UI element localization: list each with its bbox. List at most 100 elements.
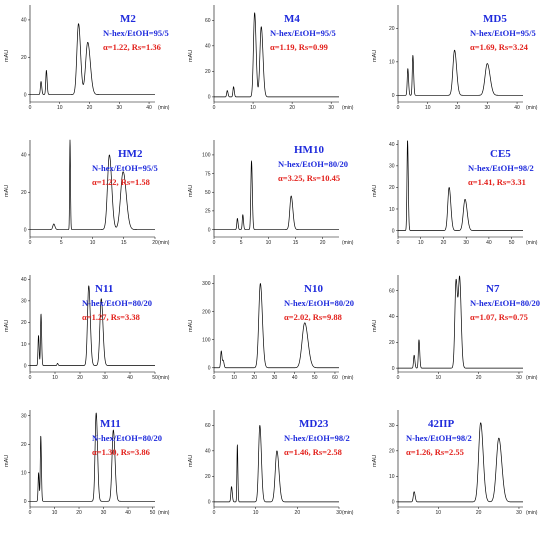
x-tick-label: 40 — [127, 375, 133, 381]
y-tick-label: 0 — [208, 95, 211, 101]
x-tick-label: 30 — [516, 375, 522, 381]
chart-title: N7 — [486, 283, 500, 295]
y-tick-label: 0 — [24, 92, 27, 98]
resolution-label: α=1.69, Rs=3.24 — [470, 42, 528, 52]
y-tick-label: 20 — [21, 320, 27, 326]
x-tick-label: 0 — [213, 375, 216, 381]
chromatogram-trace — [29, 285, 156, 366]
x-tick-label: 20 — [320, 240, 326, 246]
chromatogram-panel-1: 0 10 20 30 40 0 20 40 M2 N-hex/EtOH=95/5 α=1.22, R… — [0, 0, 180, 132]
chromatogram-panel-11: 0 10 20 30 0 20 40 60 MD23 N-hex/EtOH=98/2 α=1.46,… — [184, 405, 364, 537]
y-tick-label: 100 — [202, 153, 211, 159]
y-tick-label: 300 — [202, 281, 211, 287]
y-tick-label: 0 — [392, 228, 395, 234]
chromatogram-svg: 0 10 20 30 40 50 0 10 20 30 40 — [389, 140, 524, 246]
y-tick-label: 30 — [389, 423, 395, 429]
x-tick-label: 50 — [509, 240, 515, 246]
resolution-label: α=1.07, Rs=0.75 — [470, 312, 528, 322]
resolution-label: α=1.46, Rs=2.58 — [284, 447, 342, 457]
x-tick-label: 30 — [102, 375, 108, 381]
x-tick-label: 0 — [213, 105, 216, 111]
resolution-label: α=1.26, Rs=2.55 — [406, 447, 464, 457]
x-tick-label: 30 — [101, 510, 107, 516]
y-tick-label: 40 — [21, 18, 27, 24]
y-axis-label: mAU — [4, 454, 10, 467]
chromatogram-trace — [29, 23, 156, 95]
x-tick-label: 40 — [146, 105, 152, 111]
y-tick-label: 0 — [392, 500, 395, 506]
y-tick-label: 30 — [21, 414, 27, 420]
y-tick-label: 10 — [389, 60, 395, 66]
y-tick-label: 20 — [21, 442, 27, 448]
y-tick-label: 40 — [205, 44, 211, 50]
axes: 0 10 20 30 40 50 0 10 20 30 40 — [21, 275, 158, 381]
x-tick-label: 40 — [125, 510, 131, 516]
y-axis-label: mAU — [372, 184, 378, 197]
y-tick-label: 60 — [205, 18, 211, 24]
x-tick-label: 20 — [87, 105, 93, 111]
chromatogram-svg: 0 10 20 30 40 0 10 20 — [389, 5, 524, 111]
x-axis-unit: (min) — [526, 375, 538, 381]
x-tick-label: 10 — [52, 375, 58, 381]
axes: 0 10 20 30 40 0 20 40 — [21, 5, 155, 111]
chart-title: HM10 — [294, 144, 324, 156]
mobile-phase-label: N-hex/EtOH=95/5 — [92, 163, 158, 173]
x-axis-unit: (min) — [526, 105, 538, 111]
x-axis-unit: (min) — [526, 240, 538, 246]
y-tick-label: 20 — [389, 185, 395, 191]
x-tick-label: 40 — [514, 105, 520, 111]
y-axis-label: mAU — [372, 319, 378, 332]
y-tick-label: 60 — [205, 423, 211, 429]
mobile-phase-label: N-hex/EtOH=95/5 — [270, 28, 336, 38]
x-tick-label: 0 — [29, 510, 32, 516]
axes: 0 10 20 30 0 20 40 60 — [389, 275, 523, 381]
chromatogram-panel-5: 0 5 10 15 20 0 25 50 75 100 HM10 N-hex/EtOH=80/20 α=… — [184, 135, 364, 267]
y-tick-label: 30 — [21, 299, 27, 305]
x-tick-label: 10 — [418, 240, 424, 246]
chromatogram-panel-10: 0 10 20 30 40 50 0 10 20 30 M11 N-hex/EtOH=80/20 α=1… — [0, 405, 180, 537]
y-tick-label: 20 — [21, 190, 27, 196]
x-tick-label: 30 — [336, 510, 342, 516]
mobile-phase-label: N-hex/EtOH=80/20 — [284, 298, 355, 308]
x-tick-label: 20 — [295, 510, 301, 516]
x-tick-label: 0 — [397, 105, 400, 111]
chromatogram-panel-6: 0 10 20 30 40 50 0 10 20 30 40 CE5 N-hex/EtOH=98/2 α=… — [368, 135, 548, 267]
x-tick-label: 10 — [436, 510, 442, 516]
y-axis-label: mAU — [372, 49, 378, 62]
chromatogram-panel-12: 0 10 20 30 0 10 20 30 42IIP N-hex/EtOH=98/2 α=1.26… — [368, 405, 548, 537]
y-tick-label: 10 — [389, 474, 395, 480]
chart-title: N11 — [95, 283, 114, 295]
axes: 0 10 20 30 40 50 60 0 100 200 300 — [202, 275, 339, 381]
resolution-label: α=1.30, Rs=3.86 — [92, 447, 150, 457]
y-tick-label: 40 — [21, 153, 27, 159]
chromatogram-svg: 0 10 20 30 0 20 40 60 — [205, 410, 342, 516]
x-axis-unit: (min) — [158, 375, 170, 381]
x-tick-label: 10 — [90, 240, 96, 246]
x-axis-unit: (min) — [158, 105, 170, 111]
chromatogram-svg: 0 10 20 30 40 50 0 10 20 30 — [21, 410, 156, 516]
y-axis-label: mAU — [188, 49, 194, 62]
chromatogram-svg: 0 10 20 30 0 10 20 30 — [389, 410, 524, 516]
x-tick-label: 0 — [29, 105, 32, 111]
y-axis-label: mAU — [372, 454, 378, 467]
x-tick-label: 0 — [397, 375, 400, 381]
chromatogram-trace — [213, 283, 340, 369]
y-tick-label: 0 — [208, 366, 211, 372]
x-tick-label: 10 — [52, 510, 58, 516]
x-tick-label: 20 — [441, 240, 447, 246]
chromatogram-trace — [397, 140, 524, 231]
x-tick-label: 0 — [213, 510, 216, 516]
chromatogram-svg: 0 10 20 30 40 50 60 0 100 200 300 — [202, 275, 340, 381]
x-tick-label: 20 — [476, 510, 482, 516]
x-tick-label: 20 — [289, 105, 295, 111]
axes: 0 5 10 15 20 0 25 50 75 100 — [202, 140, 339, 246]
x-tick-label: 50 — [150, 510, 156, 516]
chromatogram-svg: 0 10 20 30 40 50 0 10 20 30 40 — [21, 275, 158, 381]
mobile-phase-label: N-hex/EtOH=95/5 — [470, 28, 536, 38]
chromatogram-panel-8: 0 10 20 30 40 50 60 0 100 200 300 N10 N-hex/EtOH=80/… — [184, 270, 364, 402]
x-tick-label: 60 — [332, 375, 338, 381]
mobile-phase-label: N-hex/EtOH=80/20 — [278, 159, 349, 169]
y-tick-label: 0 — [208, 500, 211, 506]
chart-title: M11 — [100, 418, 121, 430]
